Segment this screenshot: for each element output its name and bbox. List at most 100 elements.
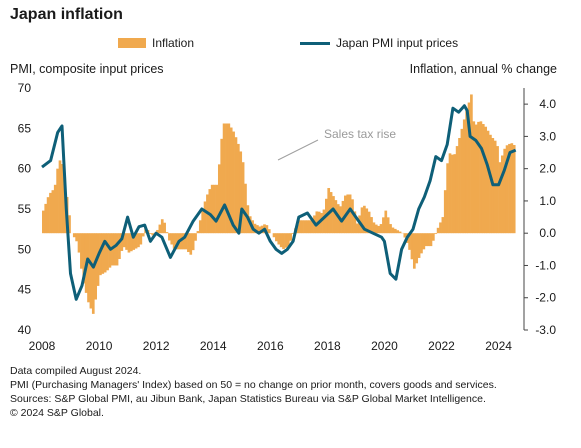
inflation-bar xyxy=(298,220,302,234)
inflation-bar xyxy=(139,233,143,245)
inflation-bar xyxy=(510,143,514,234)
right-axis-title: Inflation, annual % change xyxy=(409,62,557,76)
inflation-bar xyxy=(184,233,188,250)
inflation-bar xyxy=(327,188,331,234)
inflation-bar xyxy=(89,233,93,309)
chart-title: Japan inflation xyxy=(10,6,123,23)
inflation-bar xyxy=(453,154,457,234)
inflation-bar xyxy=(389,224,392,234)
inflation-bar xyxy=(120,233,124,251)
inflation-bar xyxy=(377,225,380,234)
inflation-bar xyxy=(500,155,504,234)
inflation-bar xyxy=(322,209,326,234)
right-tick-label: 4.0 xyxy=(539,97,556,111)
inflation-bar xyxy=(91,233,95,314)
inflation-bar xyxy=(72,233,76,238)
inflation-bar xyxy=(241,162,245,234)
inflation-bar xyxy=(448,153,452,234)
inflation-bar xyxy=(113,233,117,266)
inflation-bar xyxy=(286,233,290,247)
left-axis-ticks: 40 45 50 55 60 65 70 xyxy=(18,81,32,337)
inflation-bar xyxy=(379,224,383,234)
inflation-bar xyxy=(320,213,323,234)
left-tick-label: 55 xyxy=(18,202,32,216)
left-tick-label: 70 xyxy=(18,81,32,95)
inflation-bar xyxy=(370,217,373,234)
inflation-bar xyxy=(44,203,48,234)
right-tick-label: 0.0 xyxy=(539,226,556,240)
inflation-bar xyxy=(472,121,476,234)
inflation-bar xyxy=(424,233,428,247)
inflation-bar xyxy=(436,227,440,234)
inflation-bar xyxy=(149,233,152,235)
inflation-bar xyxy=(308,220,312,234)
inflation-bar xyxy=(484,126,488,234)
inflation-bar xyxy=(289,233,292,241)
inflation-bar xyxy=(470,94,473,234)
right-tick-label: -1.0 xyxy=(535,258,556,272)
inflation-bar xyxy=(467,102,471,234)
inflation-bar xyxy=(53,184,57,234)
inflation-bar xyxy=(489,134,492,234)
x-tick-label: 2024 xyxy=(485,339,512,353)
inflation-bar xyxy=(498,162,502,234)
left-tick-label: 65 xyxy=(18,121,32,135)
note-line: © 2024 S&P Global. xyxy=(10,407,104,419)
left-tick-label: 45 xyxy=(18,283,32,297)
left-tick-label: 40 xyxy=(18,323,32,337)
inflation-bar xyxy=(422,233,426,250)
inflation-bar xyxy=(386,217,390,234)
inflation-bar xyxy=(232,131,235,234)
inflation-bar xyxy=(151,233,155,236)
inflation-bar xyxy=(256,225,259,234)
inflation-bar xyxy=(505,145,509,234)
inflation-bar xyxy=(213,184,216,234)
inflation-bar xyxy=(87,233,90,303)
inflation-bar xyxy=(225,123,228,234)
inflation-bar xyxy=(42,210,45,234)
inflation-bar xyxy=(415,233,419,264)
inflation-bar xyxy=(175,233,178,250)
inflation-bar xyxy=(277,233,281,245)
right-tick-label: 3.0 xyxy=(539,129,556,143)
inflation-bar xyxy=(222,123,226,234)
inflation-bar xyxy=(132,233,136,250)
inflation-bar xyxy=(68,215,71,234)
inflation-bar xyxy=(479,121,483,234)
inflation-bar xyxy=(198,220,202,234)
right-tick-label: -3.0 xyxy=(535,323,556,337)
inflation-bar xyxy=(101,233,105,274)
inflation-bar xyxy=(446,163,449,234)
inflation-bar xyxy=(115,233,119,266)
inflation-bar xyxy=(410,233,414,260)
inflation-bar xyxy=(367,211,371,234)
inflation-bar xyxy=(512,145,516,234)
inflation-bar xyxy=(486,130,490,234)
inflation-bar xyxy=(227,123,231,234)
inflation-bar xyxy=(305,220,309,234)
inflation-bar xyxy=(275,233,278,242)
inflation-bar xyxy=(265,225,269,234)
x-tick-label: 2018 xyxy=(314,339,341,353)
inflation-bar xyxy=(272,233,276,238)
right-tick-label: 1.0 xyxy=(539,194,556,208)
inflation-bar xyxy=(187,233,190,253)
inflation-bar xyxy=(460,128,464,234)
inflation-bar xyxy=(170,233,174,245)
inflation-bar xyxy=(156,229,159,234)
inflation-bar xyxy=(168,233,171,241)
legend-label-inflation: Inflation xyxy=(152,36,195,50)
inflation-bar xyxy=(51,190,55,234)
legend-item-pmi: Japan PMI input prices xyxy=(300,36,458,50)
inflation-bar xyxy=(94,233,97,300)
inflation-bar xyxy=(503,148,507,234)
inflation-bar xyxy=(129,233,133,252)
inflation-bar xyxy=(396,230,400,234)
inflation-bar xyxy=(441,217,445,234)
inflation-bar xyxy=(393,228,397,234)
inflation-bar xyxy=(443,190,447,234)
inflation-bar xyxy=(496,146,499,234)
inflation-bar xyxy=(196,231,200,234)
inflation-bar xyxy=(301,220,304,234)
x-tick-label: 2008 xyxy=(29,339,56,353)
